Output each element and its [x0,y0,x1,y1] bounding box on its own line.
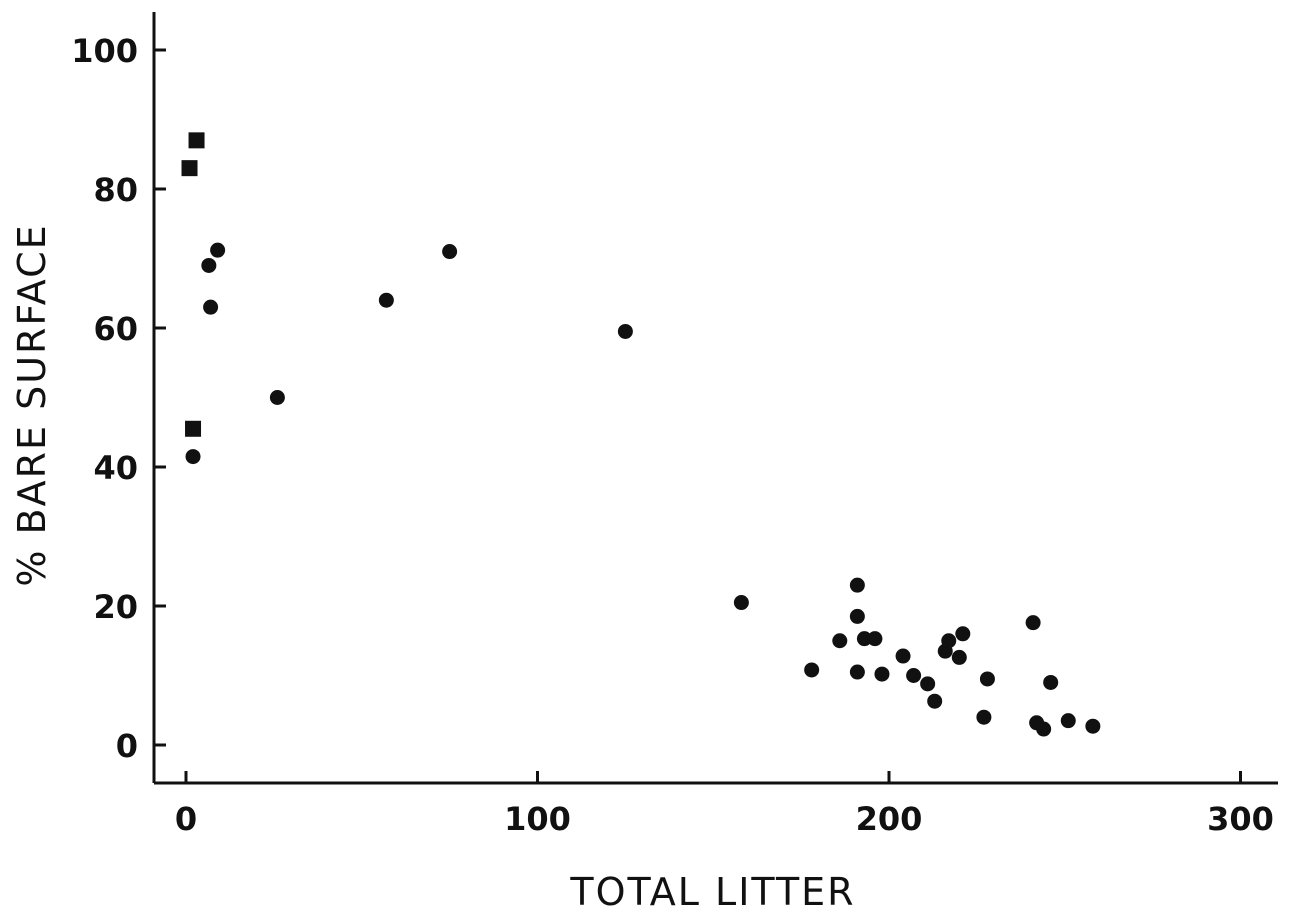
data-point-circle [1060,713,1076,729]
data-point-square [188,132,205,149]
data-point-square [185,420,202,437]
x-tick-label: 0 [175,800,197,838]
data-point-circle [976,709,992,725]
data-point-circle [1043,674,1059,690]
data-point-circle [210,242,226,258]
data-point-circle [895,648,911,664]
data-point-circle [849,664,865,680]
data-point-circle [1025,615,1041,631]
axes [152,12,1278,785]
data-point-circle [856,631,872,647]
data-point-circle [941,633,957,649]
y-tick-label: 80 [93,171,138,209]
data-point-circle [874,666,890,682]
data-point-circle [1036,721,1052,737]
x-tick-label: 300 [1207,800,1274,838]
x-tick-label: 200 [856,800,923,838]
data-point-circle [269,390,285,405]
data-point-circle [201,257,217,273]
data-points [181,132,1101,737]
data-point-circle [920,676,936,692]
data-point-circle [832,633,848,649]
data-point-circle [951,649,967,665]
data-point-circle [927,693,943,709]
data-point-circle [617,323,633,339]
data-point-circle [906,668,922,683]
y-tick-label: 40 [93,449,138,487]
x-tick-label: 100 [504,800,571,838]
y-tick-label: 60 [93,310,138,348]
data-point-circle [185,449,201,465]
data-point-circle [979,671,995,687]
data-point-circle [733,595,749,611]
data-point-circle [849,577,865,593]
y-tick-label: 0 [116,727,138,765]
data-point-circle [1085,718,1101,734]
data-point-circle [867,631,883,647]
y-axis-title: % BARE SURFACE [10,223,54,586]
data-point-circle [804,662,820,678]
y-tick-label: 20 [93,588,138,626]
data-point-square [181,160,198,177]
x-axis-title: TOTAL LITTER [569,870,855,913]
data-point-circle [203,299,219,315]
data-point-circle [849,608,865,624]
y-tick-label: 100 [71,32,138,70]
y-axis-ticks: 0 20 40 60 80 100 [71,32,166,765]
data-point-circle [955,626,971,642]
data-point-circle [442,244,458,260]
data-point-circle [378,292,394,308]
x-axis-ticks: 0 100 200 300 [175,771,1274,838]
